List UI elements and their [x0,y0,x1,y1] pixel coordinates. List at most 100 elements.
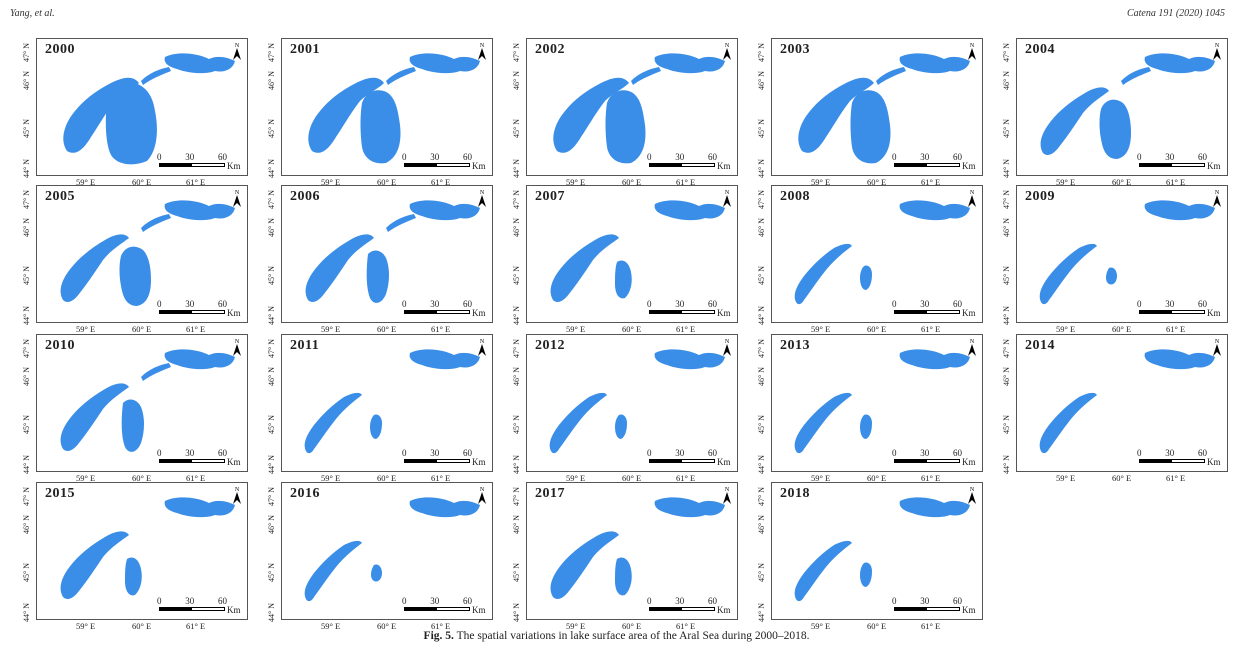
lake-map [549,349,725,454]
longitude-label: 59° E [566,324,586,334]
longitude-label: 60° E [867,473,887,483]
latitude-label: 47° N [512,43,521,62]
scale-zero: 0 [647,596,652,606]
latitude-label: 47° N [1002,43,1011,62]
latitude-label: 47° N [267,339,276,358]
longitude-label: 60° E [132,324,152,334]
longitude-label: 59° E [811,324,831,334]
scale-bar: 0 30 60 Km [157,152,243,172]
north-arrow-label: N [1215,190,1220,196]
longitude-label: 59° E [321,621,341,631]
east-basin-lake [860,562,872,587]
latitude-label: 45° N [22,266,31,285]
north-arrow-icon: N [1213,190,1221,207]
north-arrow-icon: N [1213,339,1221,356]
scale-bar: 0 30 60 Km [647,596,733,616]
scale-unit: Km [472,605,486,615]
map-panel: 2006 N 0 30 60 Km [281,185,493,323]
east-basin-lake [860,414,872,439]
scale-unit: Km [717,457,731,467]
scale-bar: 0 30 60 Km [402,152,488,172]
scale-zero: 0 [402,596,407,606]
panel-year: 2000 [45,42,75,57]
latitude-label: 46° N [512,218,521,237]
west-basin-lake [60,383,129,451]
latitude-label: 45° N [512,563,521,582]
scale-unit: Km [227,308,241,318]
latitude-label: 44° N [512,603,521,622]
latitude-label: 45° N [1002,415,1011,434]
longitude-label: 59° E [1056,177,1076,187]
longitude-label: 61° E [676,473,696,483]
scale-bar: 0 30 60 Km [647,448,733,468]
longitude-label: 60° E [1112,473,1132,483]
longitude-label: 61° E [186,177,206,187]
scale-max: 60 [953,596,962,606]
scale-unit: Km [717,308,731,318]
scale-zero: 0 [1137,448,1142,458]
scale-zero: 0 [647,152,652,162]
north-aral-lake [654,497,725,518]
latitude-label: 44° N [1002,455,1011,474]
scale-bar: 0 30 60 Km [1137,448,1223,468]
east-basin-lake [360,90,401,164]
map-panel: 2002 N 0 30 60 Km [526,38,738,176]
scale-zero: 0 [402,299,407,309]
north-aral-lake [409,53,480,74]
north-aral-lake [164,349,235,370]
west-basin-lake [1039,392,1097,454]
scale-unit: Km [717,161,731,171]
north-arrow-icon: N [723,190,731,207]
scale-bar: 0 30 60 Km [1137,152,1223,172]
west-basin-lake [308,77,384,153]
lake-map [60,497,235,599]
longitude-label: 59° E [76,177,96,187]
latitude-label: 45° N [512,415,521,434]
longitude-label: 60° E [867,324,887,334]
panel-year: 2006 [290,189,320,204]
longitude-label: 61° E [1166,324,1186,334]
west-basin-lake [1039,243,1097,305]
panel-year: 2012 [535,338,565,353]
scale-unit: Km [472,161,486,171]
latitude-label: 44° N [267,306,276,325]
scale-unit: Km [717,605,731,615]
lake-map [553,53,725,164]
running-header-journal: Catena 191 (2020) 1045 [1126,8,1225,19]
scale-max: 60 [953,448,962,458]
north-arrow-icon: N [478,43,486,60]
north-aral-lake [654,349,725,370]
latitude-label: 44° N [22,603,31,622]
latitude-label: 46° N [757,218,766,237]
east-basin-lake [615,260,632,299]
latitude-label: 47° N [757,487,766,506]
scale-zero: 0 [157,596,162,606]
west-basin-lake [550,531,619,599]
north-aral-lake [899,200,970,221]
longitude-label: 60° E [377,324,397,334]
lake-map [1039,200,1215,305]
latitude-label: 47° N [267,190,276,209]
longitude-label: 60° E [377,473,397,483]
map-panel: 2012 N 0 30 60 Km [526,334,738,472]
scale-mid: 30 [675,299,685,309]
latitude-label: 44° N [267,159,276,178]
latitude-label: 47° N [1002,339,1011,358]
latitude-label: 47° N [267,43,276,62]
map-panel: 2004 N 0 30 60 Km [1016,38,1228,176]
scale-bar: 0 30 60 Km [892,596,978,616]
north-arrow-label: N [725,190,730,196]
latitude-label: 45° N [757,119,766,138]
scale-zero: 0 [892,152,897,162]
longitude-label: 60° E [622,324,642,334]
latitude-label: 46° N [757,71,766,90]
west-basin-lake [549,392,607,454]
lake-map [304,349,480,454]
north-arrow-icon: N [233,339,241,356]
scale-mid: 30 [430,299,440,309]
north-aral-lake [409,497,480,518]
latitude-label: 45° N [757,266,766,285]
latitude-label: 44° N [512,306,521,325]
latitude-label: 45° N [22,415,31,434]
lake-map [794,200,970,305]
